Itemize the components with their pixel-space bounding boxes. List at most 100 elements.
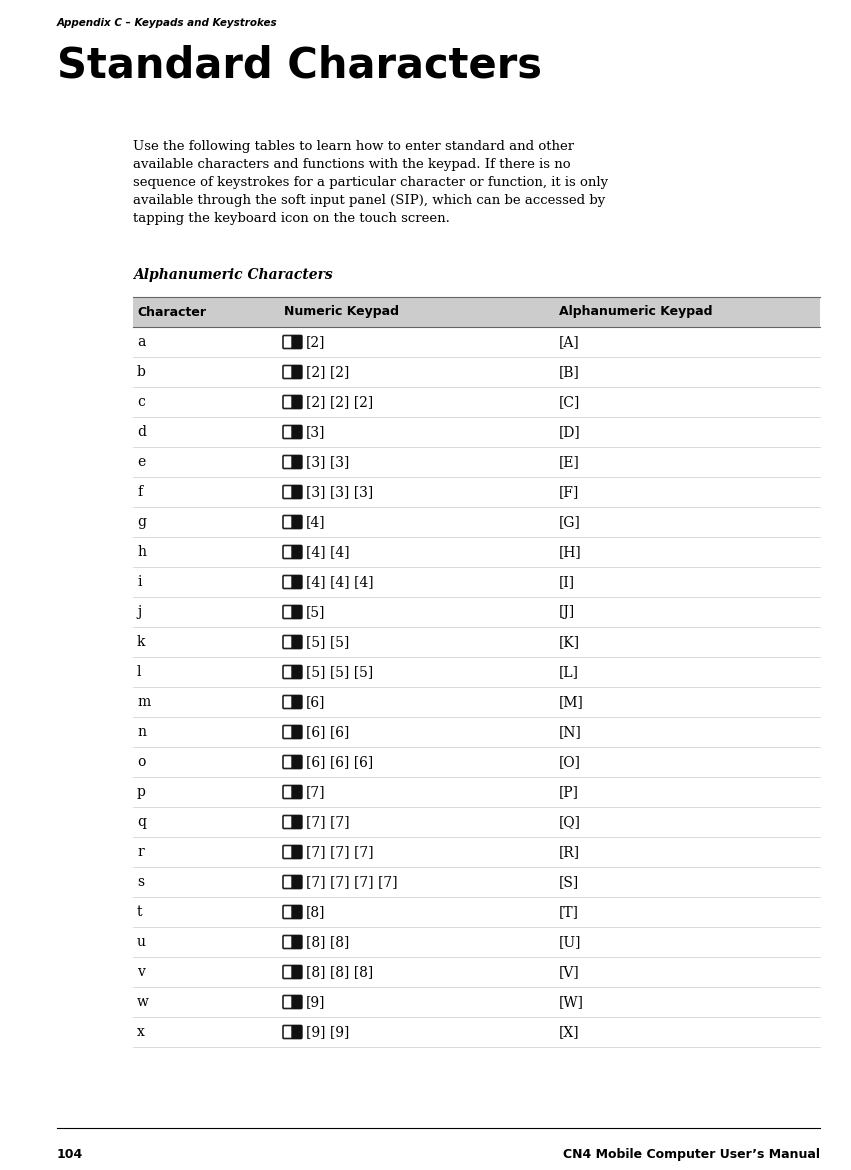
Text: i: i bbox=[137, 574, 141, 589]
Text: [V]: [V] bbox=[559, 965, 580, 979]
Text: o: o bbox=[137, 755, 146, 769]
Text: [7] [7] [7]: [7] [7] [7] bbox=[306, 845, 374, 859]
Text: v: v bbox=[137, 965, 145, 979]
Text: [S]: [S] bbox=[559, 875, 580, 889]
Text: [8]: [8] bbox=[306, 906, 325, 918]
Text: available characters and functions with the keypad. If there is no: available characters and functions with … bbox=[133, 158, 571, 171]
Text: n: n bbox=[137, 725, 146, 739]
FancyBboxPatch shape bbox=[292, 996, 302, 1009]
FancyBboxPatch shape bbox=[283, 365, 293, 379]
Text: [2] [2]: [2] [2] bbox=[306, 365, 350, 379]
Text: Appendix C – Keypads and Keystrokes: Appendix C – Keypads and Keystrokes bbox=[57, 18, 277, 28]
Text: [N]: [N] bbox=[559, 725, 582, 739]
Text: h: h bbox=[137, 545, 146, 559]
Text: s: s bbox=[137, 875, 144, 889]
Text: Alphanumeric Keypad: Alphanumeric Keypad bbox=[559, 305, 712, 318]
Text: [O]: [O] bbox=[559, 755, 581, 769]
Text: d: d bbox=[137, 425, 146, 439]
FancyBboxPatch shape bbox=[292, 875, 302, 888]
Text: sequence of keystrokes for a particular character or function, it is only: sequence of keystrokes for a particular … bbox=[133, 176, 608, 190]
Text: [6] [6] [6]: [6] [6] [6] bbox=[306, 755, 374, 769]
FancyBboxPatch shape bbox=[283, 426, 293, 439]
FancyBboxPatch shape bbox=[292, 455, 302, 468]
FancyBboxPatch shape bbox=[283, 785, 293, 798]
Text: a: a bbox=[137, 335, 146, 349]
Text: Numeric Keypad: Numeric Keypad bbox=[284, 305, 399, 318]
FancyBboxPatch shape bbox=[283, 545, 293, 558]
Text: [2] [2] [2]: [2] [2] [2] bbox=[306, 395, 374, 410]
FancyBboxPatch shape bbox=[283, 486, 293, 498]
Text: tapping the keyboard icon on the touch screen.: tapping the keyboard icon on the touch s… bbox=[133, 212, 450, 225]
FancyBboxPatch shape bbox=[283, 395, 293, 408]
Text: c: c bbox=[137, 395, 145, 410]
Text: [5]: [5] bbox=[306, 605, 325, 619]
Text: [J]: [J] bbox=[559, 605, 575, 619]
FancyBboxPatch shape bbox=[283, 516, 293, 529]
Text: [6]: [6] bbox=[306, 695, 325, 709]
FancyBboxPatch shape bbox=[283, 875, 293, 888]
FancyBboxPatch shape bbox=[292, 846, 302, 859]
Text: j: j bbox=[137, 605, 141, 619]
FancyBboxPatch shape bbox=[292, 516, 302, 529]
Text: r: r bbox=[137, 845, 144, 859]
FancyBboxPatch shape bbox=[292, 395, 302, 408]
FancyBboxPatch shape bbox=[283, 756, 293, 769]
Text: [M]: [M] bbox=[559, 695, 584, 709]
Text: p: p bbox=[137, 785, 146, 799]
Text: 104: 104 bbox=[57, 1148, 83, 1161]
Text: [P]: [P] bbox=[559, 785, 579, 799]
Text: [9] [9]: [9] [9] bbox=[306, 1025, 350, 1039]
Text: f: f bbox=[137, 486, 142, 498]
Text: [W]: [W] bbox=[559, 994, 584, 1009]
Text: [C]: [C] bbox=[559, 395, 580, 410]
Text: [3]: [3] bbox=[306, 425, 325, 439]
Text: [U]: [U] bbox=[559, 935, 581, 949]
Text: [R]: [R] bbox=[559, 845, 580, 859]
FancyBboxPatch shape bbox=[283, 606, 293, 619]
FancyBboxPatch shape bbox=[283, 815, 293, 828]
Text: [4] [4]: [4] [4] bbox=[306, 545, 350, 559]
Text: Use the following tables to learn how to enter standard and other: Use the following tables to learn how to… bbox=[133, 140, 574, 153]
FancyBboxPatch shape bbox=[292, 635, 302, 648]
Text: [7]: [7] bbox=[306, 785, 326, 799]
FancyBboxPatch shape bbox=[283, 695, 293, 709]
FancyBboxPatch shape bbox=[292, 725, 302, 738]
Text: [9]: [9] bbox=[306, 994, 325, 1009]
FancyBboxPatch shape bbox=[292, 965, 302, 978]
FancyBboxPatch shape bbox=[292, 1025, 302, 1039]
FancyBboxPatch shape bbox=[292, 785, 302, 798]
Text: e: e bbox=[137, 455, 146, 469]
FancyBboxPatch shape bbox=[283, 725, 293, 738]
FancyBboxPatch shape bbox=[283, 965, 293, 978]
Text: w: w bbox=[137, 994, 149, 1009]
Text: q: q bbox=[137, 815, 146, 830]
Text: b: b bbox=[137, 365, 146, 379]
Text: [L]: [L] bbox=[559, 665, 579, 679]
FancyBboxPatch shape bbox=[292, 906, 302, 918]
Text: [3] [3] [3]: [3] [3] [3] bbox=[306, 486, 374, 498]
FancyBboxPatch shape bbox=[292, 815, 302, 828]
Text: [H]: [H] bbox=[559, 545, 582, 559]
Text: t: t bbox=[137, 906, 142, 918]
Text: [E]: [E] bbox=[559, 455, 580, 469]
Text: [8] [8] [8]: [8] [8] [8] bbox=[306, 965, 374, 979]
Text: [4]: [4] bbox=[306, 515, 326, 529]
FancyBboxPatch shape bbox=[292, 365, 302, 379]
FancyBboxPatch shape bbox=[292, 426, 302, 439]
FancyBboxPatch shape bbox=[283, 846, 293, 859]
FancyBboxPatch shape bbox=[292, 606, 302, 619]
Text: [7] [7]: [7] [7] bbox=[306, 815, 350, 830]
FancyBboxPatch shape bbox=[283, 336, 293, 349]
Text: x: x bbox=[137, 1025, 145, 1039]
FancyBboxPatch shape bbox=[292, 695, 302, 709]
Text: [G]: [G] bbox=[559, 515, 581, 529]
FancyBboxPatch shape bbox=[283, 906, 293, 918]
Text: Alphanumeric Characters: Alphanumeric Characters bbox=[133, 268, 333, 282]
Bar bbox=[133, 297, 820, 326]
Text: [T]: [T] bbox=[559, 906, 579, 918]
Text: [5] [5]: [5] [5] bbox=[306, 635, 350, 649]
FancyBboxPatch shape bbox=[292, 336, 302, 349]
FancyBboxPatch shape bbox=[292, 576, 302, 589]
FancyBboxPatch shape bbox=[292, 666, 302, 679]
Text: m: m bbox=[137, 695, 151, 709]
